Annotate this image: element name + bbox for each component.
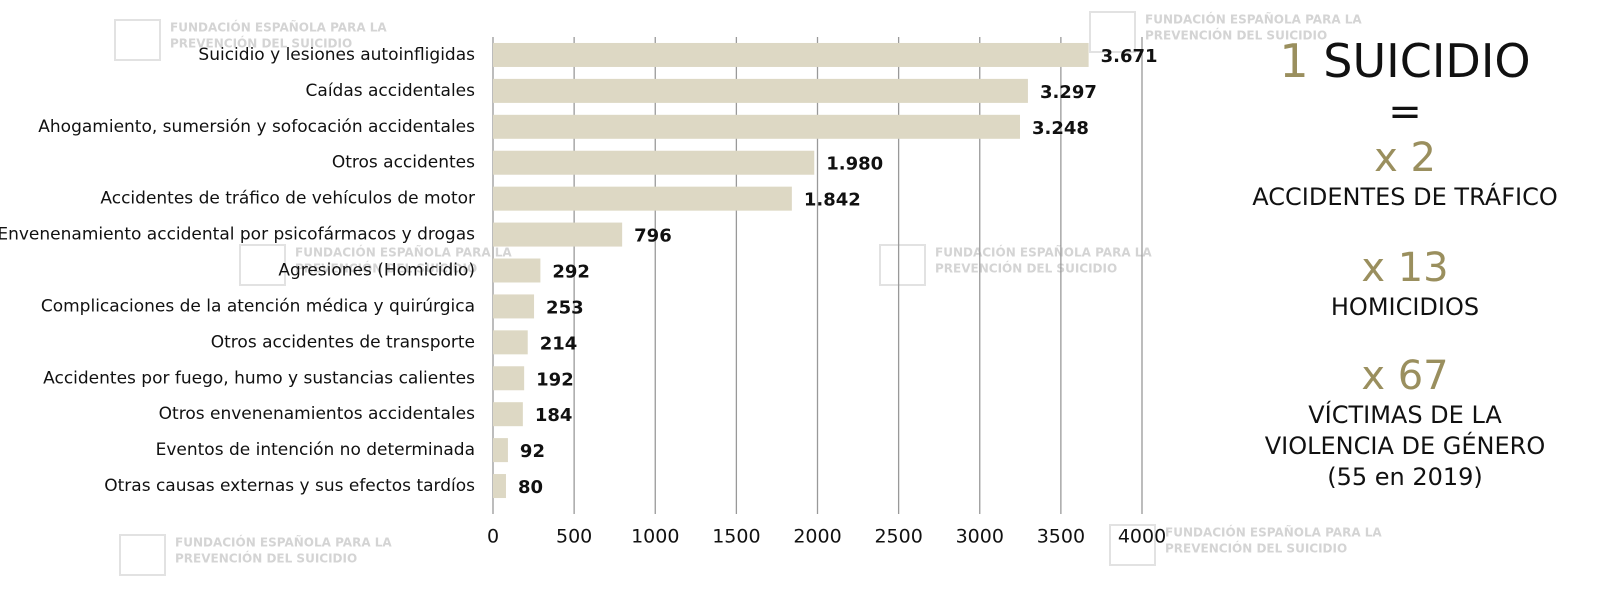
category-label: Complicaciones de la atención médica y q… xyxy=(41,296,475,316)
value-label: 192 xyxy=(536,369,574,390)
watermark: PREVENCIÓN DEL SUICIDIO xyxy=(1145,28,1327,43)
watermark-box xyxy=(1089,11,1136,53)
bar xyxy=(493,474,506,499)
category-label: Accidentes por fuego, humo y sustancias … xyxy=(43,368,475,388)
x-tick-label: 2500 xyxy=(874,526,922,548)
category-label: Otros accidentes de transporte xyxy=(211,332,475,352)
value-label: 3.248 xyxy=(1032,118,1089,139)
suicide: SUICIDIO xyxy=(1323,34,1530,88)
bar xyxy=(493,330,528,355)
bar xyxy=(493,78,1028,103)
bar xyxy=(493,366,525,391)
comparison-text: (55 en 2019) xyxy=(1327,463,1483,491)
bar xyxy=(493,186,792,211)
bar xyxy=(493,402,523,427)
comparison-text: ACCIDENTES DE TRÁFICO xyxy=(1252,182,1557,211)
watermark-box xyxy=(239,244,286,286)
category-label: Ahogamiento, sumersión y sofocación acci… xyxy=(38,117,475,137)
factor: x 67 xyxy=(1361,353,1448,399)
watermark-box xyxy=(1109,524,1156,566)
value-label: 3.297 xyxy=(1040,82,1097,103)
watermark: FUNDACIÓN ESPAÑOLA PARA LA xyxy=(1165,525,1382,540)
watermark: PREVENCIÓN DEL SUICIDIO xyxy=(170,36,352,51)
value-label: 253 xyxy=(546,297,584,318)
bar xyxy=(493,294,535,319)
bar xyxy=(493,438,508,463)
value-label: 3.671 xyxy=(1101,46,1158,67)
watermark: PREVENCIÓN DEL SUICIDIO xyxy=(1165,541,1347,556)
watermark: PREVENCIÓN DEL SUICIDIO xyxy=(935,261,1117,276)
comparison-text: HOMICIDIOS xyxy=(1331,293,1479,321)
x-tick-label: 1000 xyxy=(631,526,679,548)
x-tick-label: 0 xyxy=(487,526,499,548)
watermark: FUNDACIÓN ESPAÑOLA PARA LA xyxy=(170,20,387,35)
headline: 1 SUICIDIO xyxy=(1279,34,1530,88)
one: 1 xyxy=(1279,34,1308,88)
comparison-text: VÍCTIMAS DE LA xyxy=(1308,400,1502,429)
factor: x 13 xyxy=(1361,245,1448,291)
bar xyxy=(493,222,623,247)
value-label: 214 xyxy=(540,333,578,354)
value-label: 1.842 xyxy=(804,190,861,211)
bar xyxy=(493,150,815,175)
value-label: 796 xyxy=(634,226,672,247)
x-tick-label: 3000 xyxy=(956,526,1004,548)
value-label: 292 xyxy=(552,262,590,283)
x-tick-label: 2000 xyxy=(793,526,841,548)
watermark: PREVENCIÓN DEL SUICIDIO xyxy=(175,551,357,566)
category-label: Eventos de intención no determinada xyxy=(156,440,475,460)
factor: x 2 xyxy=(1374,135,1436,181)
bar xyxy=(493,258,541,283)
category-label: Otros accidentes xyxy=(332,153,475,173)
watermark: FUNDACIÓN ESPAÑOLA PARA LA xyxy=(935,245,1152,260)
value-label: 1.980 xyxy=(826,154,883,175)
bar xyxy=(493,42,1089,67)
watermark: FUNDACIÓN ESPAÑOLA PARA LA xyxy=(175,535,392,550)
value-label: 80 xyxy=(518,477,543,498)
watermark-box xyxy=(879,244,926,286)
category-label: Otros envenenamientos accidentales xyxy=(159,404,475,424)
value-label: 92 xyxy=(520,441,545,462)
category-label: Accidentes de tráfico de vehículos de mo… xyxy=(100,189,475,209)
x-tick-label: 3500 xyxy=(1037,526,1085,548)
x-tick-label: 4000 xyxy=(1118,526,1166,548)
bar xyxy=(493,114,1020,139)
category-label: Agresiones (Homicidio) xyxy=(278,261,475,281)
x-tick-label: 1500 xyxy=(712,526,760,548)
watermark: PREVENCIÓN DEL SUICIDIO xyxy=(295,261,477,276)
value-label: 184 xyxy=(535,405,573,426)
comparison-text: VIOLENCIA DE GÉNERO xyxy=(1265,431,1545,460)
watermark-box xyxy=(114,19,161,61)
watermark: FUNDACIÓN ESPAÑOLA PARA LA xyxy=(295,245,512,260)
watermark: FUNDACIÓN ESPAÑOLA PARA LA xyxy=(1145,12,1362,27)
category-label: Otras causas externas y sus efectos tard… xyxy=(104,476,475,496)
category-label: Envenenamiento accidental por psicofárma… xyxy=(0,225,475,245)
x-tick-label: 500 xyxy=(556,526,592,548)
watermark-box xyxy=(119,534,166,576)
equals: = xyxy=(1388,89,1422,135)
category-label: Caídas accidentales xyxy=(306,81,476,101)
category-label: Suicidio y lesiones autoinfligidas xyxy=(198,45,475,65)
